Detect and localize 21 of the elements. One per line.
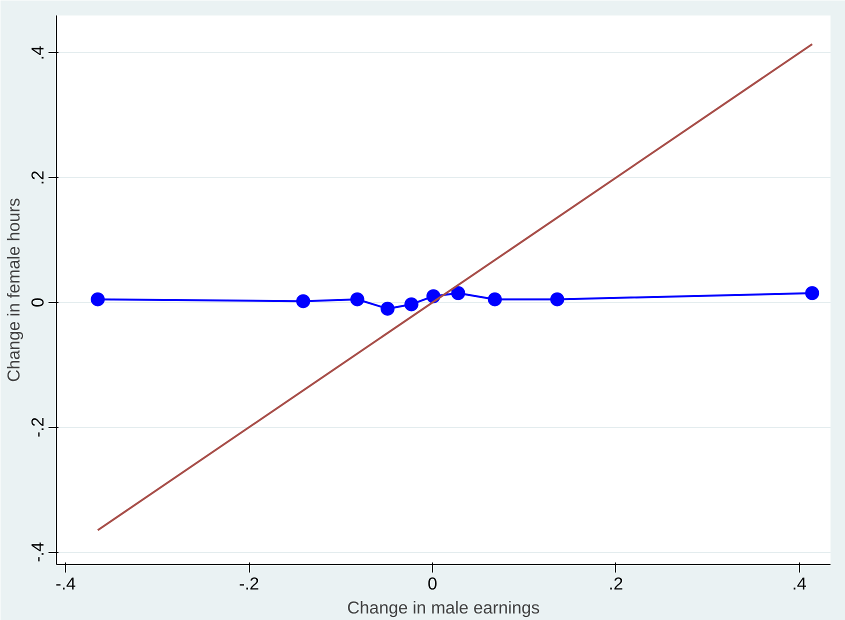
- point: [90, 292, 105, 306]
- x-tick-label: .2: [608, 574, 624, 594]
- point: [805, 286, 820, 300]
- x-axis-title: Change in male earnings: [347, 598, 540, 618]
- point: [550, 292, 564, 306]
- x-tick-label: .4: [792, 574, 807, 594]
- y-tick-label: .2: [28, 170, 48, 185]
- y-tick-label: .4: [28, 45, 48, 60]
- x-tick-label: -.2: [238, 574, 260, 594]
- x-tick-label: -.4: [56, 574, 76, 594]
- y-tick-label: -.2: [28, 417, 48, 438]
- point: [380, 302, 395, 316]
- point: [296, 294, 310, 308]
- point: [350, 292, 364, 306]
- y-tick-label: -.4: [28, 542, 48, 562]
- x-tick-label: 0: [428, 574, 438, 594]
- y-axis-title: Change in female hours: [4, 198, 24, 382]
- point: [404, 297, 418, 312]
- point: [451, 286, 466, 300]
- y-tick-label: 0: [28, 298, 48, 308]
- point: [488, 292, 502, 306]
